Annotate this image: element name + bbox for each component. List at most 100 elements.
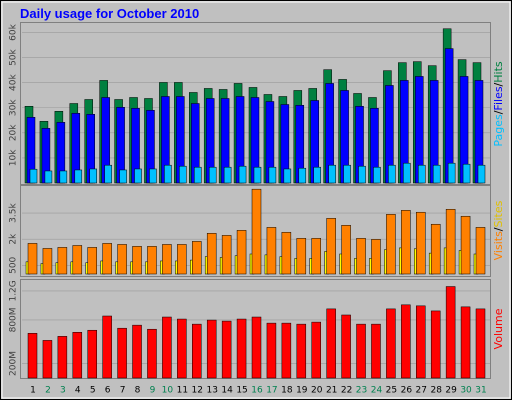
y-tick-label: 30k bbox=[9, 99, 19, 116]
bar bbox=[403, 162, 411, 184]
x-tick-label: 11 bbox=[177, 386, 188, 396]
bar bbox=[251, 188, 262, 275]
y-tick-label: 40k bbox=[9, 74, 19, 91]
x-tick-label: 8 bbox=[135, 386, 141, 396]
x-tick-label: 2 bbox=[45, 386, 51, 396]
legend-entry: Pages bbox=[492, 114, 505, 147]
bar bbox=[162, 316, 172, 379]
chart-title: Daily usage for October 2010 bbox=[20, 6, 199, 21]
legend: Volume bbox=[492, 308, 505, 349]
bar bbox=[386, 214, 396, 275]
bar bbox=[430, 223, 441, 275]
bar bbox=[251, 316, 262, 379]
x-tick-label: 6 bbox=[105, 386, 111, 396]
bar bbox=[388, 164, 396, 184]
bar bbox=[102, 243, 112, 275]
bar bbox=[462, 163, 471, 184]
legend-entry: Hits bbox=[492, 61, 505, 83]
bar bbox=[221, 235, 232, 275]
bar bbox=[57, 336, 68, 379]
bar bbox=[356, 238, 366, 275]
bar bbox=[477, 164, 486, 184]
y-tick-label: 50k bbox=[9, 48, 19, 65]
bar bbox=[72, 332, 83, 379]
bar bbox=[236, 318, 247, 379]
bar bbox=[221, 320, 232, 379]
x-tick-label: 14 bbox=[221, 386, 233, 396]
legend: Pages/Files/Hits bbox=[492, 61, 505, 147]
x-tick-label: 30 bbox=[460, 386, 472, 396]
legend-entry: Files bbox=[492, 86, 505, 110]
bar bbox=[179, 165, 187, 184]
y-tick-label: 10k bbox=[9, 149, 19, 166]
bar bbox=[341, 225, 351, 275]
bar bbox=[343, 164, 351, 184]
bar bbox=[206, 233, 217, 275]
legend: Visits/Sites bbox=[492, 200, 505, 260]
bar bbox=[206, 319, 217, 379]
bar bbox=[132, 246, 142, 275]
x-tick-label: 3 bbox=[60, 386, 66, 396]
x-tick-label: 19 bbox=[296, 386, 308, 396]
bar bbox=[341, 314, 351, 379]
bar bbox=[74, 169, 83, 184]
bar bbox=[42, 340, 53, 379]
bar bbox=[89, 168, 97, 184]
x-tick-label: 13 bbox=[206, 386, 217, 396]
x-tick-label: 7 bbox=[120, 386, 126, 396]
bar bbox=[102, 315, 112, 379]
x-tick-label: 12 bbox=[192, 386, 203, 396]
bar bbox=[162, 244, 172, 275]
x-tick-label: 20 bbox=[311, 386, 323, 396]
x-tick-label: 25 bbox=[386, 386, 397, 396]
x-tick-label: 15 bbox=[236, 386, 247, 396]
x-tick-label: 23 bbox=[356, 386, 367, 396]
y-tick-label: 500 bbox=[9, 256, 19, 273]
bar bbox=[373, 166, 381, 184]
x-tick-label: 31 bbox=[475, 386, 486, 396]
legend-entry: Volume bbox=[492, 308, 505, 349]
bar bbox=[460, 306, 471, 379]
bar bbox=[87, 329, 97, 379]
bar bbox=[313, 166, 321, 184]
y-tick-label: 3.5k bbox=[9, 203, 19, 223]
bar bbox=[296, 323, 307, 379]
x-tick-label: 24 bbox=[371, 386, 383, 396]
bar bbox=[223, 166, 232, 184]
bar bbox=[401, 210, 411, 275]
bar bbox=[296, 238, 307, 275]
bar bbox=[401, 304, 411, 379]
bar bbox=[147, 328, 157, 379]
bar bbox=[266, 227, 277, 275]
bar bbox=[326, 308, 336, 379]
bar bbox=[149, 168, 157, 184]
bar bbox=[266, 322, 277, 379]
x-tick-label: 29 bbox=[445, 386, 457, 396]
x-tick-label: 26 bbox=[401, 386, 413, 396]
y-tick-label: 1.2G bbox=[9, 280, 19, 301]
bar bbox=[311, 321, 321, 379]
bar bbox=[147, 246, 157, 275]
x-tick-label: 9 bbox=[150, 386, 156, 396]
bar bbox=[444, 48, 454, 184]
bar bbox=[371, 323, 381, 379]
bar bbox=[87, 247, 97, 275]
bar bbox=[445, 209, 456, 275]
bar bbox=[177, 318, 187, 379]
bar bbox=[44, 170, 53, 184]
bar bbox=[119, 169, 127, 184]
y-tick-label: 200M bbox=[9, 351, 19, 376]
bar bbox=[117, 327, 127, 379]
bar bbox=[42, 248, 53, 275]
legend-separator: / bbox=[492, 110, 505, 114]
bar bbox=[132, 324, 142, 379]
bar bbox=[192, 241, 202, 275]
bar bbox=[164, 164, 172, 184]
bar bbox=[253, 166, 262, 184]
bar bbox=[418, 164, 426, 184]
bar bbox=[298, 167, 307, 184]
bar bbox=[447, 162, 456, 184]
x-tick-label: 27 bbox=[416, 386, 427, 396]
bar bbox=[445, 286, 456, 379]
bar bbox=[430, 310, 441, 379]
